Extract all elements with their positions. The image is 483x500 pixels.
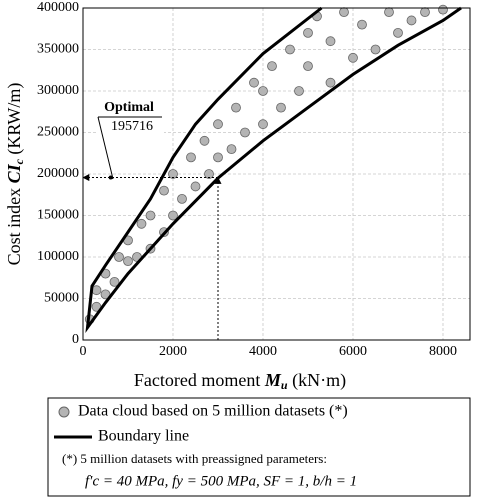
legend-box bbox=[47, 397, 471, 497]
data-point bbox=[213, 152, 223, 163]
data-point bbox=[136, 218, 147, 229]
legend-label: Boundary line bbox=[98, 428, 189, 445]
annotation-leader bbox=[97, 116, 114, 180]
y-tick-label: 100000 bbox=[37, 249, 79, 264]
data-point bbox=[100, 289, 111, 300]
x-axis-label: Factored moment Mu (kN·m) bbox=[134, 370, 346, 392]
data-point bbox=[145, 210, 156, 221]
legend-swatch bbox=[58, 406, 70, 418]
boundary-line bbox=[85, 6, 462, 334]
data-point bbox=[276, 102, 286, 113]
y-tick-label: 50000 bbox=[44, 291, 79, 306]
footnote: (*) 5 million datasets with preassigned … bbox=[62, 451, 327, 466]
data-point bbox=[226, 144, 237, 155]
legend-label: Data cloud based on 5 million datasets (… bbox=[78, 403, 348, 420]
data-point bbox=[159, 185, 169, 196]
y-tick-label: 350000 bbox=[37, 42, 79, 57]
data-point bbox=[420, 7, 430, 18]
data-point bbox=[204, 169, 214, 179]
data-point bbox=[348, 52, 358, 63]
annotation-box: Optimal 195716 bbox=[97, 100, 164, 180]
data-point bbox=[109, 276, 120, 287]
data-point bbox=[190, 181, 201, 192]
data-point bbox=[186, 152, 196, 163]
plot-frame bbox=[82, 7, 471, 341]
y-tick-label: 150000 bbox=[37, 208, 79, 223]
data-point bbox=[231, 102, 241, 113]
y-tick-label: 250000 bbox=[37, 125, 79, 140]
data-point bbox=[325, 36, 336, 47]
annotation-bg bbox=[98, 101, 164, 135]
y-tick-label: 300000 bbox=[37, 83, 79, 98]
data-point bbox=[294, 86, 304, 96]
y-tick-label: 400000 bbox=[37, 0, 79, 15]
data-point bbox=[168, 169, 178, 179]
annotation-dot bbox=[108, 175, 113, 180]
data-point bbox=[303, 61, 313, 71]
data-point bbox=[285, 44, 295, 55]
y-tick-label: 0 bbox=[72, 332, 79, 347]
data-point bbox=[213, 119, 223, 130]
formula: f′c = 40 MPa, fy = 500 MPa, SF = 1, b/h … bbox=[85, 473, 357, 489]
data-point bbox=[123, 256, 133, 267]
data-point bbox=[240, 127, 250, 138]
data-point bbox=[406, 15, 417, 26]
data-point bbox=[114, 252, 124, 262]
data-point bbox=[357, 19, 367, 30]
x-tick-label: 8000 bbox=[429, 344, 457, 359]
data-point bbox=[303, 28, 313, 38]
data-point bbox=[199, 135, 210, 146]
data-point bbox=[168, 210, 178, 221]
y-tick-label: 200000 bbox=[37, 166, 79, 181]
annotation-value: 195716 bbox=[111, 119, 153, 134]
data-point bbox=[258, 86, 268, 96]
data-point bbox=[370, 44, 381, 55]
data-point bbox=[267, 61, 277, 71]
x-tick-label: 0 bbox=[80, 344, 87, 359]
data-point bbox=[339, 7, 349, 18]
x-tick-label: 2000 bbox=[159, 344, 187, 359]
data-point bbox=[384, 7, 394, 18]
data-point bbox=[393, 28, 403, 38]
y-axis-label: Cost index CIc (KRW/m) bbox=[4, 83, 26, 266]
data-point bbox=[177, 193, 187, 204]
data-point bbox=[438, 4, 448, 15]
data-point bbox=[249, 77, 259, 88]
data-point bbox=[325, 77, 336, 88]
x-tick-label: 4000 bbox=[249, 344, 277, 359]
data-point bbox=[258, 119, 268, 130]
x-tick-label: 6000 bbox=[339, 344, 367, 359]
annotation-label: Optimal bbox=[104, 100, 154, 115]
